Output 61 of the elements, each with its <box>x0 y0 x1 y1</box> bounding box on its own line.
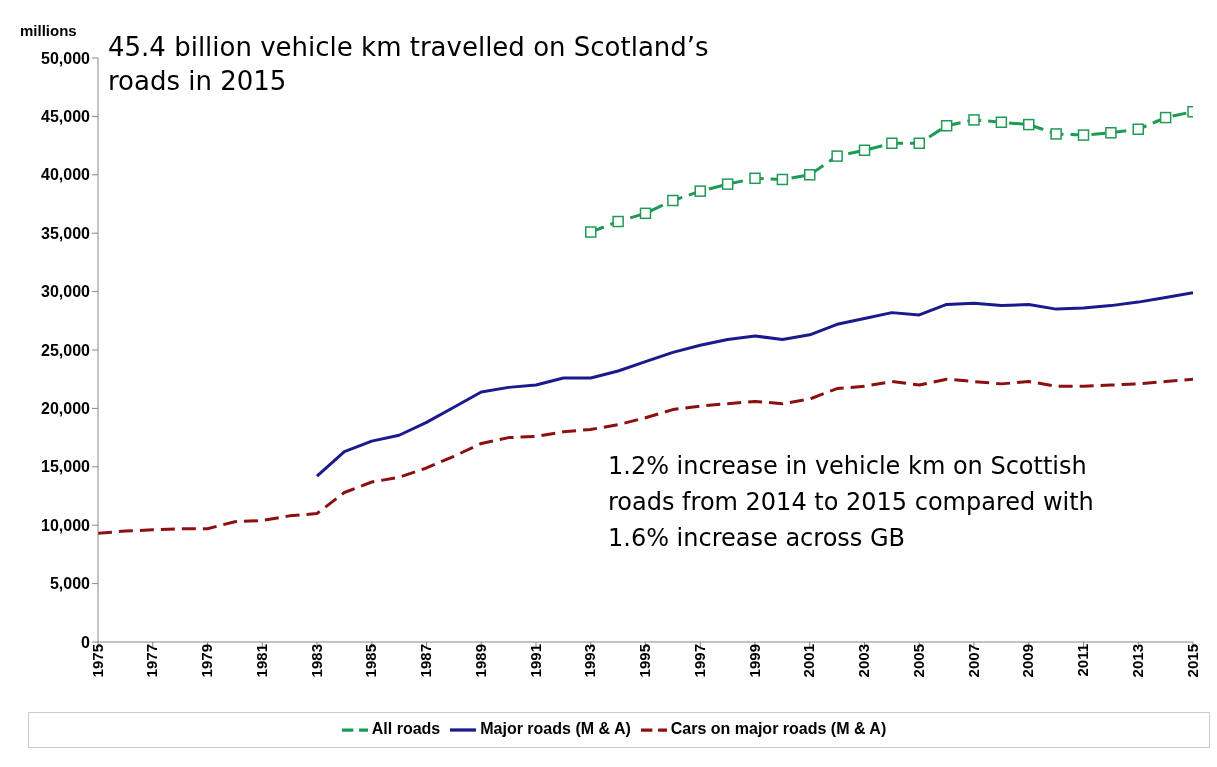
y-tick-label: 15,000 <box>41 458 91 476</box>
point <box>1132 123 1144 135</box>
point <box>667 194 679 207</box>
point <box>749 172 761 185</box>
point <box>858 144 871 157</box>
point <box>995 116 1008 128</box>
point <box>1077 129 1090 141</box>
x-tick-label: 2001 <box>800 644 818 678</box>
x-tick-label: 1995 <box>636 644 654 678</box>
x-tick-label: 1991 <box>526 644 544 678</box>
point <box>886 137 898 150</box>
x-tick-label: 1993 <box>581 644 599 678</box>
y-tick-label: 35,000 <box>41 224 91 242</box>
line-series <box>315 291 1193 478</box>
x-tick-label: 1999 <box>745 644 763 678</box>
x-tick-label: 2003 <box>855 644 873 678</box>
point <box>776 173 789 186</box>
annotation: 1.2% increase in vehicle km on Scottish roads from 2014 to 2015 compared with 1.6% increase across GB <box>608 451 1095 554</box>
x-tick-label: 1985 <box>362 644 380 678</box>
point <box>721 178 734 190</box>
point <box>694 185 706 197</box>
point <box>1159 111 1172 124</box>
x-tick-label: 2005 <box>909 644 927 678</box>
point <box>968 114 980 126</box>
x-tick-label: 1981 <box>252 644 270 678</box>
y-tick-label: 5,000 <box>49 575 91 593</box>
y-tick-label: 30,000 <box>41 283 91 301</box>
point <box>1105 127 1117 139</box>
x-tick-label: 2015 <box>1183 644 1201 678</box>
point <box>612 215 624 228</box>
point <box>585 226 597 238</box>
y-tick-label: 50,000 <box>41 49 91 67</box>
y-tick-label: 10,000 <box>41 516 91 534</box>
legend-label: Cars on major roads (M & A) <box>670 720 887 738</box>
y-tick-label: 40,000 <box>41 166 91 184</box>
legend-label: All roads <box>371 720 441 738</box>
y-tick-label: 0 <box>81 633 91 651</box>
y-tick-label: 25,000 <box>41 341 91 359</box>
x-tick-label: 1997 <box>690 644 708 678</box>
x-tick-label: 1989 <box>471 644 489 678</box>
x-tick-label: 1987 <box>417 644 435 678</box>
point <box>1050 128 1062 140</box>
point <box>804 169 816 181</box>
x-tick-label: 1975 <box>88 644 106 678</box>
x-tick-label: 1983 <box>307 644 325 678</box>
point <box>639 207 652 220</box>
legend-label: Major roads (M & A) <box>480 720 631 738</box>
x-tick-label: 1977 <box>143 644 161 678</box>
point <box>940 119 953 132</box>
x-tick-label: 2011 <box>1074 644 1092 677</box>
x-tick-label: 2013 <box>1128 644 1146 678</box>
x-tick-label: 2007 <box>964 644 982 678</box>
x-tick-label: 2009 <box>1019 644 1037 678</box>
x-tick-label: 1979 <box>198 644 216 678</box>
point <box>831 150 843 162</box>
chart-title: 45.4 billion vehicle km travelled on Scotland’s roads in 2015 <box>108 31 710 98</box>
y-tick-label: 45,000 <box>41 108 91 126</box>
point <box>913 137 925 150</box>
y-axis-title: millions <box>20 22 77 39</box>
point <box>1023 118 1035 131</box>
y-tick-label: 20,000 <box>41 400 91 418</box>
